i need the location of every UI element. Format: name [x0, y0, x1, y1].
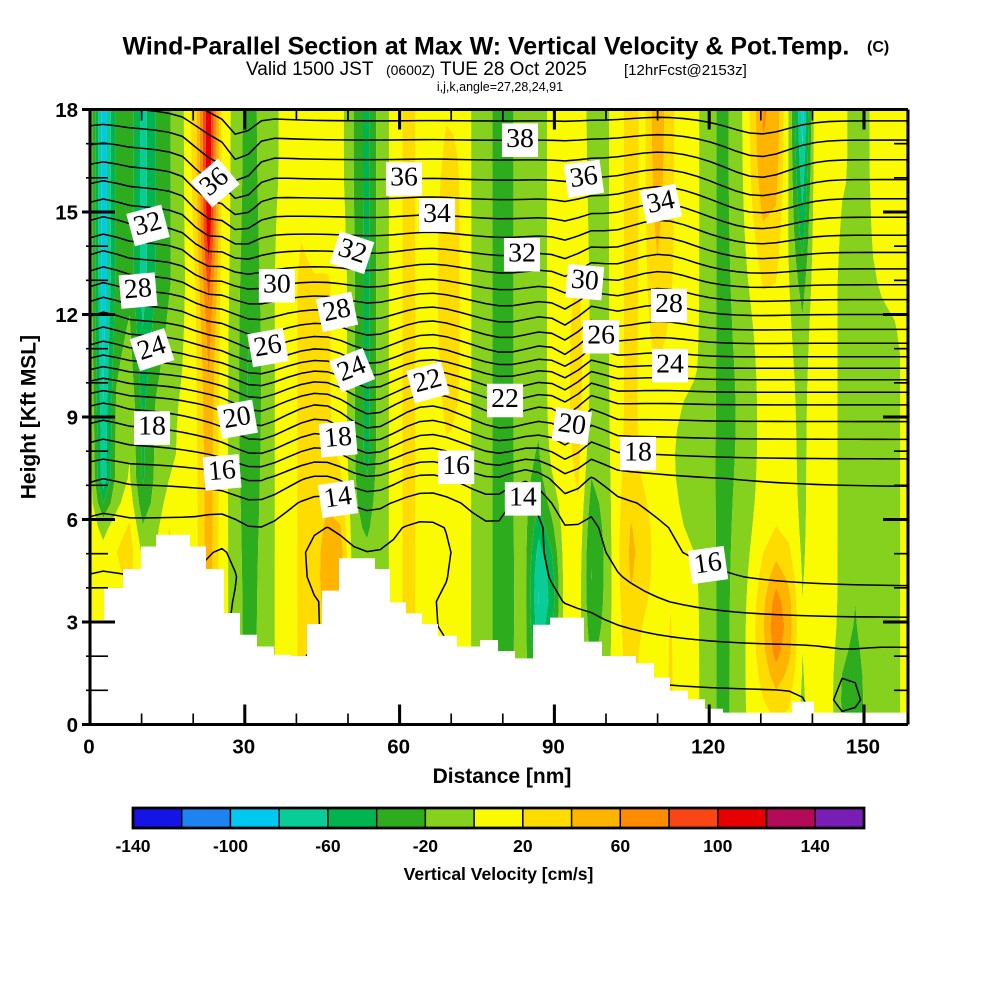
svg-text:6: 6 [67, 509, 78, 532]
svg-text:34: 34 [644, 184, 678, 220]
svg-text:Distance [nm]: Distance [nm] [433, 765, 572, 788]
svg-text:16: 16 [207, 454, 237, 487]
svg-text:(C): (C) [867, 39, 889, 56]
svg-text:0: 0 [83, 736, 94, 759]
svg-text:28: 28 [123, 272, 153, 305]
svg-text:3: 3 [67, 611, 78, 634]
svg-text:18: 18 [323, 421, 353, 454]
svg-text:-100: -100 [213, 836, 248, 856]
svg-text:30: 30 [263, 268, 291, 299]
svg-text:9: 9 [67, 407, 78, 430]
svg-text:34: 34 [423, 198, 451, 229]
svg-text:-60: -60 [315, 836, 341, 856]
svg-text:20: 20 [221, 400, 254, 435]
svg-text:28: 28 [655, 288, 683, 319]
svg-text:140: 140 [801, 836, 830, 856]
svg-text:Height [Kft MSL]: Height [Kft MSL] [17, 335, 40, 499]
svg-text:14: 14 [322, 480, 354, 515]
svg-text:28: 28 [320, 292, 354, 328]
svg-text:20: 20 [556, 407, 588, 442]
svg-text:36: 36 [390, 162, 418, 193]
svg-text:18: 18 [55, 99, 78, 122]
svg-text:20: 20 [513, 836, 533, 856]
svg-text:36: 36 [568, 160, 600, 195]
svg-text:24: 24 [656, 348, 684, 379]
svg-text:0: 0 [67, 714, 78, 737]
svg-text:[12hrFcst@2153z]: [12hrFcst@2153z] [624, 62, 747, 79]
svg-text:14: 14 [509, 482, 537, 513]
svg-text:15: 15 [55, 202, 78, 225]
svg-text:30: 30 [570, 264, 600, 297]
svg-text:i,j,k,angle=27,28,24,91: i,j,k,angle=27,28,24,91 [437, 80, 563, 94]
svg-text:Valid 1500 JST: Valid 1500 JST [246, 59, 374, 80]
svg-text:60: 60 [611, 836, 631, 856]
svg-text:18: 18 [138, 411, 166, 442]
svg-text:(0600Z): (0600Z) [386, 62, 435, 78]
svg-text:26: 26 [587, 319, 615, 350]
svg-text:60: 60 [387, 736, 410, 759]
svg-text:Wind-Parallel Section at Max W: Wind-Parallel Section at Max W: Vertical… [122, 33, 849, 61]
svg-text:-20: -20 [413, 836, 439, 856]
svg-text:TUE 28 Oct 2025: TUE 28 Oct 2025 [440, 59, 587, 80]
svg-text:16: 16 [692, 546, 724, 581]
svg-text:150: 150 [846, 736, 880, 759]
svg-text:-140: -140 [115, 836, 150, 856]
svg-text:18: 18 [624, 436, 652, 467]
svg-text:32: 32 [508, 237, 536, 268]
svg-text:16: 16 [442, 450, 470, 481]
svg-text:12: 12 [55, 304, 78, 327]
svg-text:120: 120 [691, 736, 725, 759]
svg-text:38: 38 [506, 123, 534, 154]
svg-text:100: 100 [703, 836, 732, 856]
svg-text:30: 30 [232, 736, 255, 759]
svg-text:26: 26 [251, 328, 284, 363]
svg-text:Vertical Velocity [cm/s]: Vertical Velocity [cm/s] [404, 864, 594, 884]
svg-text:22: 22 [491, 383, 519, 414]
svg-text:90: 90 [542, 736, 565, 759]
